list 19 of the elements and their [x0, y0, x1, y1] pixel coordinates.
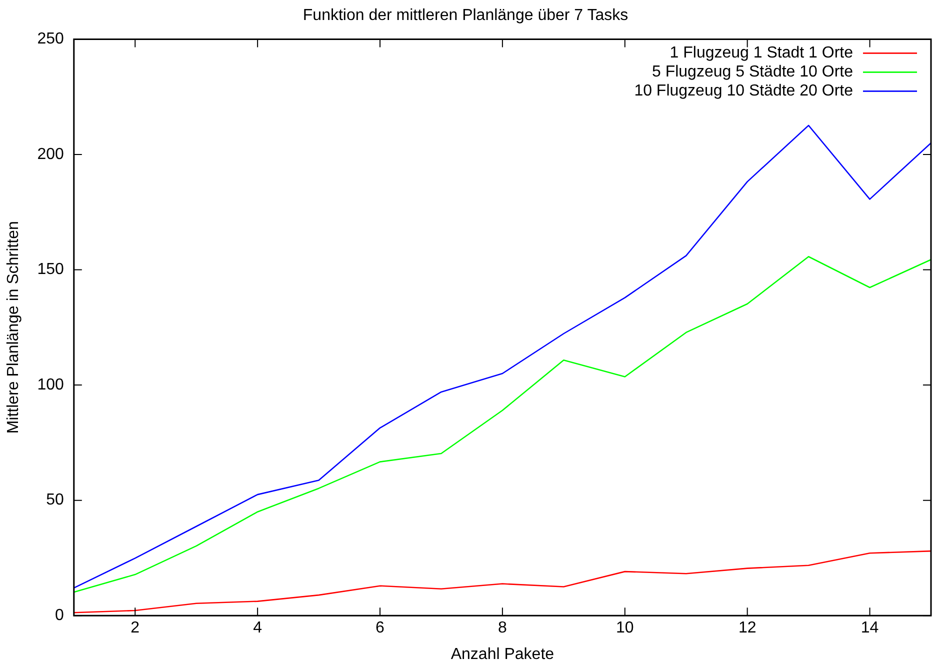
y-tick-label: 50: [46, 492, 64, 509]
chart-title: Funktion der mittleren Planlänge über 7 Tasks: [302, 7, 628, 24]
legend-label: 1 Flugzeug 1 Stadt 1 Orte: [670, 44, 854, 62]
x-tick-label: 14: [860, 620, 879, 637]
x-tick-label: 12: [738, 620, 756, 637]
y-tick-label: 100: [37, 376, 64, 394]
y-tick-label: 200: [37, 146, 64, 163]
x-axis-title: Anzahl Pakete: [450, 646, 554, 663]
y-tick-label: 250: [37, 30, 64, 48]
y-tick-label: 0: [54, 607, 64, 624]
legend-label: 5 Flugzeug 5 Städte 10 Orte: [652, 64, 854, 81]
x-tick-label: 6: [376, 620, 385, 637]
x-tick-label: 4: [253, 620, 262, 637]
y-tick-label: 150: [37, 261, 64, 278]
x-tick-label: 2: [130, 620, 140, 637]
y-axis-title: Mittlere Planlänge in Schritten: [5, 221, 22, 434]
x-tick-label: 8: [498, 620, 507, 637]
x-tick-label: 10: [616, 620, 634, 637]
legend-label: 10 Flugzeug 10 Städte 20 Orte: [634, 82, 854, 100]
